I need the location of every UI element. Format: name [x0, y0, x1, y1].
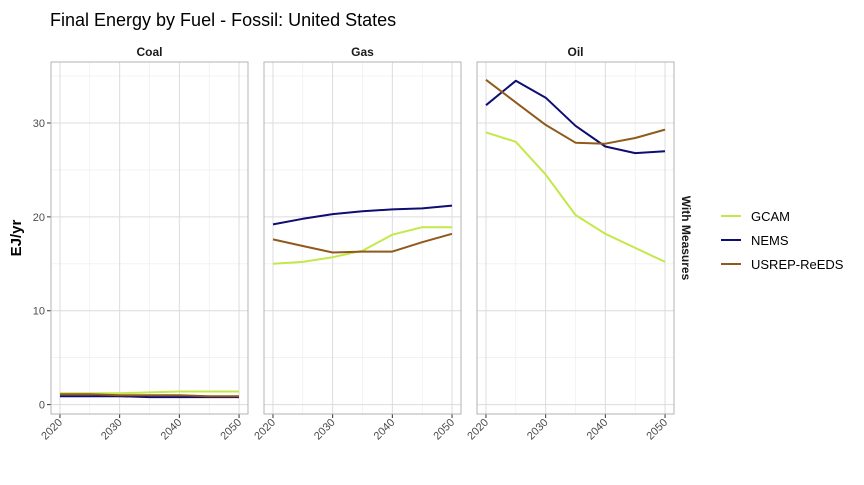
y-tick-label: 20 [33, 212, 45, 224]
panel-border [476, 61, 675, 415]
y-tick-label: 0 [39, 400, 45, 412]
legend-label: NEMS [751, 233, 789, 248]
series-line-gcam-coal [60, 390, 239, 395]
panel-oil: Oil 2020 2030 2040 2050 [465, 45, 675, 443]
x-tick-label: 2020 [252, 417, 278, 443]
panel-title-coal: Coal [136, 45, 162, 59]
x-tick-label: 2030 [99, 417, 125, 443]
legend-item: USREP-ReEDS [721, 257, 844, 272]
legend-label: USREP-ReEDS [751, 257, 844, 272]
x-tick-label: 2040 [372, 417, 398, 443]
y-tick-label: 30 [33, 118, 45, 130]
series-line-usrep-reeds-gas [272, 232, 453, 254]
series-line-usrep-reeds-oil [485, 79, 666, 145]
series-line-nems-gas [272, 204, 453, 226]
series-line-gcam-oil [485, 131, 666, 263]
panel-border [50, 61, 249, 415]
series-line-usrep-reeds-coal [60, 393, 239, 398]
x-tick-label: 2050 [644, 417, 670, 443]
y-tick-label: 10 [33, 306, 45, 318]
x-tick-label: 2050 [218, 417, 244, 443]
legend-item: NEMS [721, 233, 789, 248]
panel-gas: Gas 2020 2030 2040 2050 [252, 45, 462, 443]
x-tick-label: 2040 [585, 417, 611, 443]
x-tick-label: 2020 [465, 417, 491, 443]
x-tick-label: 2030 [525, 417, 551, 443]
facet-row-label: With Measures [679, 196, 693, 281]
x-tick-label: 2020 [39, 417, 65, 443]
panel-title-oil: Oil [567, 45, 583, 59]
x-tick-label: 2030 [312, 417, 338, 443]
panel-border [263, 61, 462, 415]
series-line-nems-oil [485, 79, 666, 155]
legend: GCAM NEMS USREP-ReEDS [721, 209, 844, 272]
x-tick-label: 2050 [431, 417, 457, 443]
chart-title: Final Energy by Fuel - Fossil: United St… [50, 10, 396, 30]
x-tick-label: 2040 [159, 417, 185, 443]
panel-title-gas: Gas [351, 45, 374, 59]
legend-item: GCAM [721, 209, 790, 224]
y-axis-label: EJ/yr [8, 219, 25, 256]
legend-label: GCAM [751, 209, 790, 224]
